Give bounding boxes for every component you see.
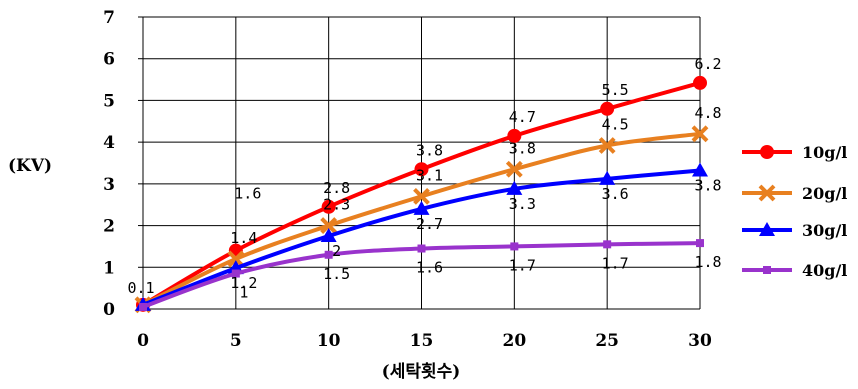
- y-tick-label: 1: [103, 258, 115, 278]
- data-point: [417, 244, 426, 253]
- data-label: 1.6: [416, 259, 443, 277]
- data-point: [227, 250, 245, 268]
- legend-item-10g/l: 10g/l: [742, 143, 847, 162]
- data-point: [231, 269, 240, 278]
- data-label: 1.5: [323, 265, 350, 283]
- legend-marker: [760, 145, 774, 159]
- x-tick-label: 25: [595, 331, 619, 351]
- data-point: [603, 240, 612, 249]
- legend-label: 40g/l: [802, 261, 847, 280]
- data-point: [324, 250, 333, 259]
- data-point: [598, 137, 616, 154]
- data-point: [506, 180, 523, 195]
- data-label: 1: [239, 284, 248, 302]
- data-label: 2.7: [416, 215, 443, 233]
- data-point: [510, 242, 519, 251]
- data-label: 2.8: [323, 179, 350, 197]
- y-axis-title: (KV): [8, 156, 52, 176]
- data-label: 1.8: [694, 253, 721, 271]
- data-label: 4.5: [602, 115, 629, 133]
- data-label: 3.8: [694, 177, 721, 195]
- data-point: [413, 200, 430, 215]
- legend-marker: [759, 222, 775, 236]
- data-label: 1.7: [602, 254, 629, 272]
- y-tick-label: 7: [103, 8, 115, 28]
- x-tick-label: 20: [502, 331, 526, 351]
- legend-label: 20g/l: [802, 184, 847, 203]
- x-tick-label: 15: [410, 331, 434, 351]
- x-tick-label: 0: [137, 331, 149, 351]
- data-label: 3.6: [602, 185, 629, 203]
- data-label: 3.8: [416, 141, 443, 159]
- data-point: [692, 162, 708, 177]
- data-label: 1.4: [230, 229, 257, 247]
- data-point: [599, 170, 616, 185]
- data-label: 1.6: [234, 185, 261, 203]
- y-tick-label: 4: [103, 133, 115, 153]
- data-point: [320, 228, 337, 242]
- data-label: 3.1: [416, 166, 443, 184]
- data-point: [691, 125, 709, 143]
- legend-label: 30g/l: [802, 221, 847, 240]
- data-label: 4.7: [509, 108, 536, 126]
- y-tick-label: 5: [103, 91, 115, 111]
- data-label: 1.7: [509, 256, 536, 274]
- y-tick-label: 0: [103, 300, 115, 320]
- data-label: 6.2: [694, 55, 721, 73]
- legend-item-30g/l: 30g/l: [742, 221, 847, 240]
- series-group: [134, 75, 709, 314]
- data-point: [507, 128, 522, 143]
- data-point: [413, 187, 430, 205]
- series-40g/l: [139, 239, 704, 311]
- data-label: 4.8: [694, 104, 721, 122]
- data-point: [505, 160, 523, 178]
- data-point: [414, 162, 429, 177]
- y-tick-labels: 0 1 2 3 4 5 6 7: [103, 8, 115, 320]
- y-tick-label: 6: [103, 50, 115, 70]
- data-label: 3.3: [509, 195, 536, 213]
- data-label: 1.2: [230, 274, 257, 292]
- data-point: [320, 217, 338, 234]
- legend: 10g/l 20g/l 30g/l 40g/l: [742, 143, 847, 280]
- legend-marker: [763, 266, 771, 274]
- data-point: [696, 239, 704, 248]
- data-label: 2.3: [323, 196, 350, 214]
- data-point: [600, 101, 615, 116]
- data-point: [139, 302, 147, 311]
- data-label: 5.5: [602, 81, 629, 99]
- legend-item-40g/l: 40g/l: [742, 261, 847, 280]
- x-axis-title: (세탁횟수): [382, 362, 461, 382]
- y-tick-label: 2: [103, 217, 115, 237]
- y-tick-label: 3: [103, 175, 115, 195]
- data-label: 0.1: [127, 279, 154, 297]
- legend-label: 10g/l: [802, 143, 847, 162]
- legend-marker: [758, 184, 776, 202]
- legend-item-20g/l: 20g/l: [742, 184, 847, 203]
- x-tick-labels: 0 5 10 15 20 25 30: [137, 331, 712, 351]
- x-tick-label: 10: [317, 331, 341, 351]
- data-point: [693, 75, 707, 90]
- data-label: 3.8: [509, 139, 536, 157]
- data-label: 2: [332, 242, 341, 260]
- data-point: [321, 199, 336, 214]
- x-tick-label: 5: [230, 331, 242, 351]
- x-tick-label: 30: [688, 331, 712, 351]
- data-labels: 0.1 1.6 2.8 3.8 4.7 5.5 6.2 1.4 2.3 3.1 3.8 4.5 4.8 1…: [127, 55, 721, 302]
